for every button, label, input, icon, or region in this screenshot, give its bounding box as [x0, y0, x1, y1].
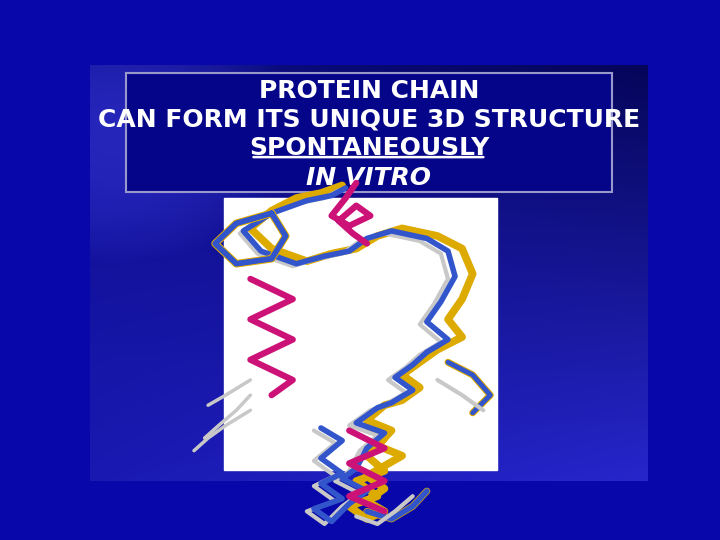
Text: PROTEIN CHAIN: PROTEIN CHAIN [258, 79, 480, 103]
Text: IN VITRO: IN VITRO [307, 166, 431, 190]
Text: SPONTANEOUSLY: SPONTANEOUSLY [249, 136, 489, 160]
Text: CAN FORM ITS UNIQUE 3D STRUCTURE: CAN FORM ITS UNIQUE 3D STRUCTURE [98, 107, 640, 132]
Bar [224, 198, 498, 470]
FancyBboxPatch shape [126, 73, 612, 192]
